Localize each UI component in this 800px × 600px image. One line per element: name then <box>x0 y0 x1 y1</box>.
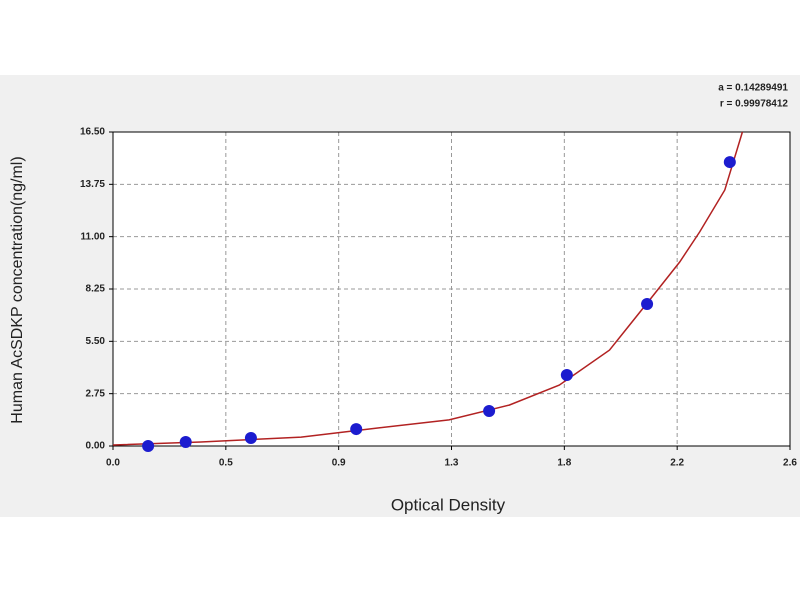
data-point <box>244 432 257 445</box>
y-tick-label: 8.25 <box>86 284 106 295</box>
x-tick-label: 0.5 <box>219 458 233 469</box>
x-tick-label: 0.0 <box>106 458 120 469</box>
plot-border <box>112 131 791 447</box>
y-tick-label: 13.75 <box>80 179 105 190</box>
y-tick-label: 2.75 <box>86 388 106 399</box>
x-tick-label: 0.9 <box>332 458 346 469</box>
x-tick-label: 2.6 <box>783 458 797 469</box>
data-point <box>142 440 155 452</box>
data-point <box>723 156 736 169</box>
data-point <box>350 423 363 436</box>
x-tick-label: 1.3 <box>445 458 459 469</box>
data-point <box>483 404 496 417</box>
x-tick-label: 2.2 <box>670 458 684 469</box>
data-point <box>560 369 573 382</box>
data-point <box>641 298 654 311</box>
data-point <box>179 436 192 449</box>
y-tick-label: 5.50 <box>86 336 106 347</box>
x-axis-label: Optical Density <box>391 495 506 514</box>
y-tick-label: 0.00 <box>86 441 106 452</box>
y-tick-label: 16.50 <box>80 127 105 138</box>
y-axis-label: Human AcSDKP concentration(ng/ml) <box>9 156 26 423</box>
annotation: a = 0.14289491 <box>718 83 788 94</box>
x-tick-label: 1.8 <box>557 458 571 469</box>
fit-curve <box>112 131 744 446</box>
y-tick-label: 11.00 <box>81 231 106 242</box>
annotation: r = 0.99978412 <box>720 99 789 110</box>
